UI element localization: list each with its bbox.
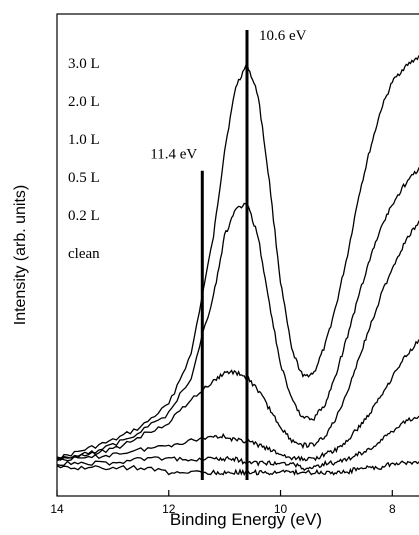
legend-label: 2.0 L xyxy=(68,94,100,110)
legend: 3.0 L 2.0 L 1.0 L 0.5 L 0.2 L clean xyxy=(68,56,100,262)
x-tick-label: 10 xyxy=(274,502,288,516)
series-line-clean xyxy=(57,460,419,477)
x-tick-label: 8 xyxy=(389,502,396,516)
x-axis-label: Binding Energy (eV) xyxy=(170,510,322,529)
marker-layer: 11.4 eV 10.6 eV xyxy=(150,28,307,480)
series-layer xyxy=(57,55,419,477)
legend-label: 3.0 L xyxy=(68,56,100,72)
series-line-2-0-l xyxy=(57,166,419,459)
series-line-0-2-l xyxy=(57,415,419,471)
x-tick-label: 14 xyxy=(50,502,64,516)
x-axis-ticks: 14 12 10 8 xyxy=(50,490,396,516)
legend-label: 1.0 L xyxy=(68,132,100,148)
legend-label: 0.5 L xyxy=(68,170,100,186)
series-line-3-0-l xyxy=(57,55,419,462)
marker-label-1: 11.4 eV xyxy=(150,147,197,163)
marker-label-2: 10.6 eV xyxy=(259,28,307,44)
legend-label: clean xyxy=(68,246,100,262)
x-tick-label: 12 xyxy=(162,502,176,516)
series-line-1-0-l xyxy=(57,220,419,461)
series-line-0-5-l xyxy=(57,339,419,462)
legend-label: 0.2 L xyxy=(68,208,100,224)
y-axis-label: Intensity (arb. units) xyxy=(12,185,29,326)
plot-frame xyxy=(56,13,419,497)
